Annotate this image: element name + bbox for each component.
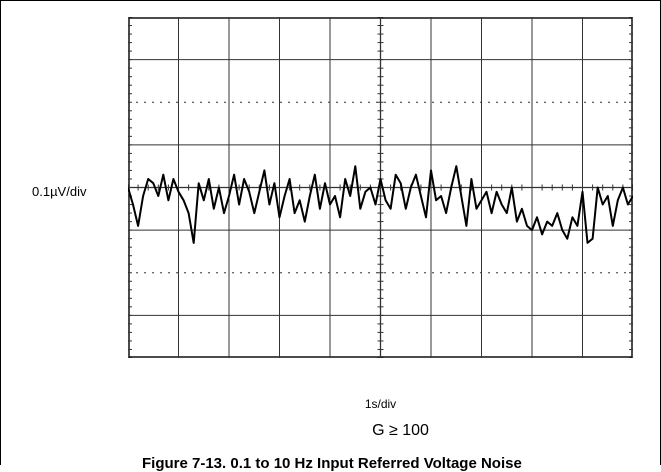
frame-left-border (0, 0, 1, 465)
y-axis-label: 0.1µV/div (32, 184, 87, 199)
frame-top-border (0, 0, 661, 1)
figure-caption: Figure 7-13. 0.1 to 10 Hz Input Referred… (142, 455, 522, 472)
noise-trace (128, 165, 633, 244)
oscilloscope-plot (128, 17, 633, 358)
gain-annotation: G ≥ 100 (372, 422, 429, 439)
x-axis-label: 1s/div (364, 397, 397, 411)
